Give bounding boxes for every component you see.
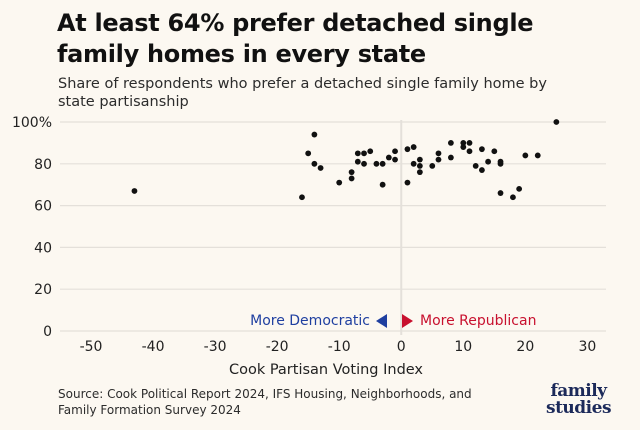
data-point xyxy=(497,158,504,165)
right-arrow-icon xyxy=(402,314,413,328)
data-point xyxy=(447,154,454,161)
data-point xyxy=(348,175,355,182)
more-democratic-label: More Democratic xyxy=(250,313,370,329)
x-axis-label: Cook Partisan Voting Index xyxy=(229,362,423,378)
data-point xyxy=(373,160,380,167)
data-point xyxy=(553,119,560,125)
data-point xyxy=(491,148,498,155)
y-axis: 0 20 40 60 80 100% xyxy=(12,115,52,340)
data-point xyxy=(510,194,516,201)
x-tick-label: 10 xyxy=(454,339,472,355)
data-point xyxy=(410,144,417,150)
y-tick-label: 20 xyxy=(34,282,52,298)
data-point xyxy=(485,158,492,165)
source-note: Source: Cook Political Report 2024, IFS … xyxy=(58,387,472,417)
data-point xyxy=(447,140,454,146)
family-studies-logo: family studies xyxy=(546,381,612,418)
data-point xyxy=(311,160,318,167)
data-point xyxy=(392,148,398,155)
data-point xyxy=(479,146,485,153)
data-point xyxy=(516,185,523,192)
data-point xyxy=(460,144,467,150)
data-point xyxy=(472,162,479,169)
data-point xyxy=(299,194,305,201)
x-tick-label: 30 xyxy=(578,339,596,355)
y-tick-label: 60 xyxy=(34,199,52,215)
data-point xyxy=(404,179,411,186)
y-tick-label: 80 xyxy=(34,157,52,173)
data-point xyxy=(416,169,423,176)
data-point xyxy=(435,150,442,157)
data-point xyxy=(392,156,398,163)
data-point xyxy=(416,156,423,163)
data-point xyxy=(131,188,138,194)
y-tick-label: 0 xyxy=(43,324,52,340)
data-point xyxy=(379,160,386,167)
left-arrow-icon xyxy=(376,314,387,328)
y-tick-label: 40 xyxy=(34,240,52,256)
data-point xyxy=(385,154,392,161)
gridlines xyxy=(60,120,606,335)
data-point xyxy=(317,165,324,171)
data-point xyxy=(361,150,367,157)
data-point xyxy=(522,152,529,159)
x-axis: -50 -40 -30 -20 -10 0 10 20 30 xyxy=(80,339,597,355)
data-point xyxy=(311,131,318,138)
data-point xyxy=(435,156,442,163)
logo-line-2: studies xyxy=(546,398,612,418)
data-point xyxy=(416,162,423,169)
data-point xyxy=(466,140,473,146)
y-tick-label: 100% xyxy=(12,115,52,131)
chart-title: At least 64% prefer detached single fami… xyxy=(57,9,534,68)
data-points xyxy=(131,119,560,201)
x-tick-label: -40 xyxy=(142,339,165,355)
data-point xyxy=(497,190,504,196)
data-point xyxy=(466,148,473,155)
more-republican-label: More Republican xyxy=(420,313,536,329)
x-tick-label: -50 xyxy=(80,339,103,355)
data-point xyxy=(354,150,361,157)
data-point xyxy=(305,150,312,157)
x-tick-label: -20 xyxy=(266,339,289,355)
data-point xyxy=(348,169,355,176)
x-tick-label: -10 xyxy=(328,339,351,355)
data-point xyxy=(367,148,374,155)
logo-line-1: family xyxy=(550,381,607,401)
data-point xyxy=(361,160,367,167)
scatter-chart: 0 20 40 60 80 100% -50 -40 -30 -20 -10 0 10 20 30 Mor… xyxy=(12,115,606,378)
data-point xyxy=(379,181,386,188)
x-tick-label: 20 xyxy=(516,339,534,355)
data-point xyxy=(336,179,343,186)
x-tick-label: -30 xyxy=(204,339,227,355)
data-point xyxy=(354,158,361,165)
data-point xyxy=(460,140,467,146)
data-point xyxy=(410,160,417,167)
data-point xyxy=(479,167,485,173)
x-tick-label: 0 xyxy=(397,339,406,355)
data-point xyxy=(429,162,436,169)
annotations: More Democratic More Republican xyxy=(250,313,536,329)
data-point xyxy=(404,146,411,153)
data-point xyxy=(534,152,541,159)
chart-subtitle: Share of respondents who prefer a detach… xyxy=(58,76,547,110)
